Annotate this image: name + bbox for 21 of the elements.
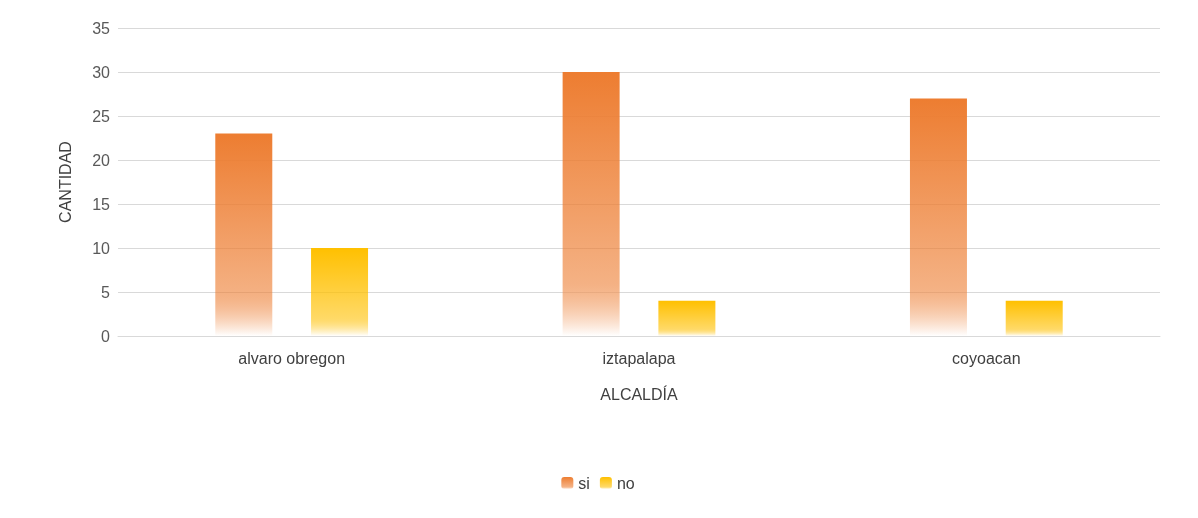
y-tick-label: 15 [92,195,111,213]
y-tick-label: 35 [92,19,111,37]
bar [1005,300,1063,336]
y-tick-label: 10 [92,239,111,257]
y-tick-label: 0 [101,327,111,345]
legend-label: si [578,474,590,492]
x-tick-label: coyoacan [952,349,1021,367]
y-tick-label: 25 [92,107,111,125]
bar [562,72,620,336]
x-tick-label: alvaro obregon [238,349,346,367]
bar [658,300,716,336]
legend-label: no [616,474,635,492]
y-tick-label: 5 [101,283,111,301]
x-tick-label: iztapalapa [602,349,676,367]
bar [909,98,967,336]
y-tick-label: 20 [92,151,111,169]
x-axis-title: ALCALDÍA [600,384,679,403]
y-tick-label: 30 [92,63,111,81]
y-axis-title: CANTIDAD [56,141,74,223]
bar [215,133,273,336]
bar [311,248,369,336]
